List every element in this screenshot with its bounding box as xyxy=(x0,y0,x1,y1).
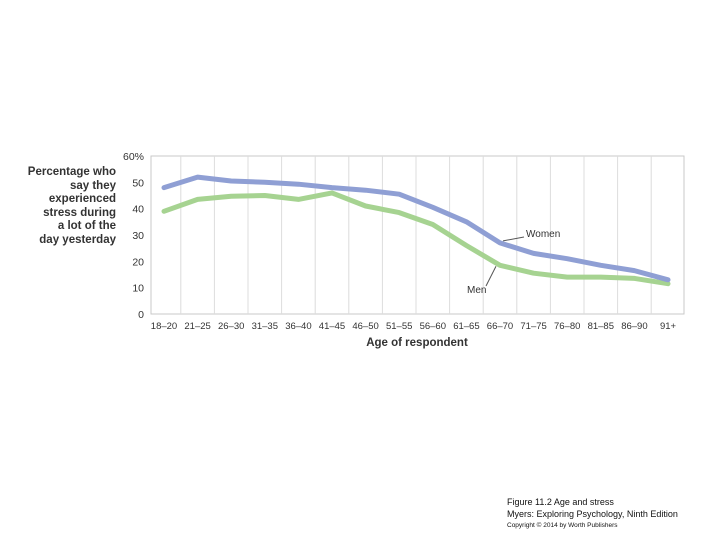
x-tick-label: 66–70 xyxy=(487,321,513,332)
y-tick-label: 30 xyxy=(132,230,144,242)
series-label-women: Women xyxy=(526,229,560,240)
y-tick-label: 40 xyxy=(132,204,144,216)
x-tick-label: 71–75 xyxy=(520,321,546,332)
x-tick-label: 41–45 xyxy=(319,321,345,332)
y-tick-label: 10 xyxy=(132,283,144,295)
y-axis-label-line: a lot of the xyxy=(57,220,116,232)
y-axis-label-line: say they xyxy=(69,179,116,192)
caption-title: Figure 11.2 Age and stress xyxy=(507,497,614,507)
y-axis-label-line: experienced xyxy=(48,193,116,205)
x-tick-label: 61–65 xyxy=(453,321,479,332)
y-axis-label-line: day yesterday xyxy=(39,233,116,246)
series-label-men: Men xyxy=(467,285,486,296)
y-tick-label: 0 xyxy=(138,309,144,321)
y-tick-label: 50 xyxy=(132,177,144,189)
x-tick-label: 56–60 xyxy=(420,321,446,332)
caption-source: Myers: Exploring Psychology, Ninth Editi… xyxy=(507,509,678,519)
x-tick-label: 76–80 xyxy=(554,321,580,332)
series-line-men xyxy=(161,190,671,287)
x-tick-label: 46–50 xyxy=(352,321,378,332)
x-tick-label: 31–35 xyxy=(252,321,278,332)
y-axis-label-line: Percentage who xyxy=(27,166,116,178)
women-leader-line xyxy=(502,236,525,242)
y-tick-label: 60% xyxy=(123,151,144,163)
x-tick-label: 81–85 xyxy=(588,321,614,332)
x-tick-label: 36–40 xyxy=(285,321,311,332)
x-tick-label: 26–30 xyxy=(218,321,244,332)
men-leader-line xyxy=(485,266,497,287)
x-tick-label: 21–25 xyxy=(184,321,210,332)
y-tick-label: 20 xyxy=(132,256,144,268)
series-line-women xyxy=(161,174,671,283)
x-tick-label: 91+ xyxy=(660,321,677,332)
x-tick-label: 18–20 xyxy=(151,321,177,332)
y-axis-label-line: stress during xyxy=(43,206,116,219)
caption-copyright: Copyright © 2014 by Worth Publishers xyxy=(507,522,618,529)
plot-frame xyxy=(150,155,685,315)
x-tick-label: 86–90 xyxy=(621,321,647,332)
x-tick-label: 51–55 xyxy=(386,321,412,332)
x-axis-label: Age of respondent xyxy=(366,337,468,349)
y-axis-label: Percentage who say they experienced stress … xyxy=(14,166,116,247)
figure-caption: Figure 11.2 Age and stress Myers: Explor… xyxy=(507,496,678,532)
